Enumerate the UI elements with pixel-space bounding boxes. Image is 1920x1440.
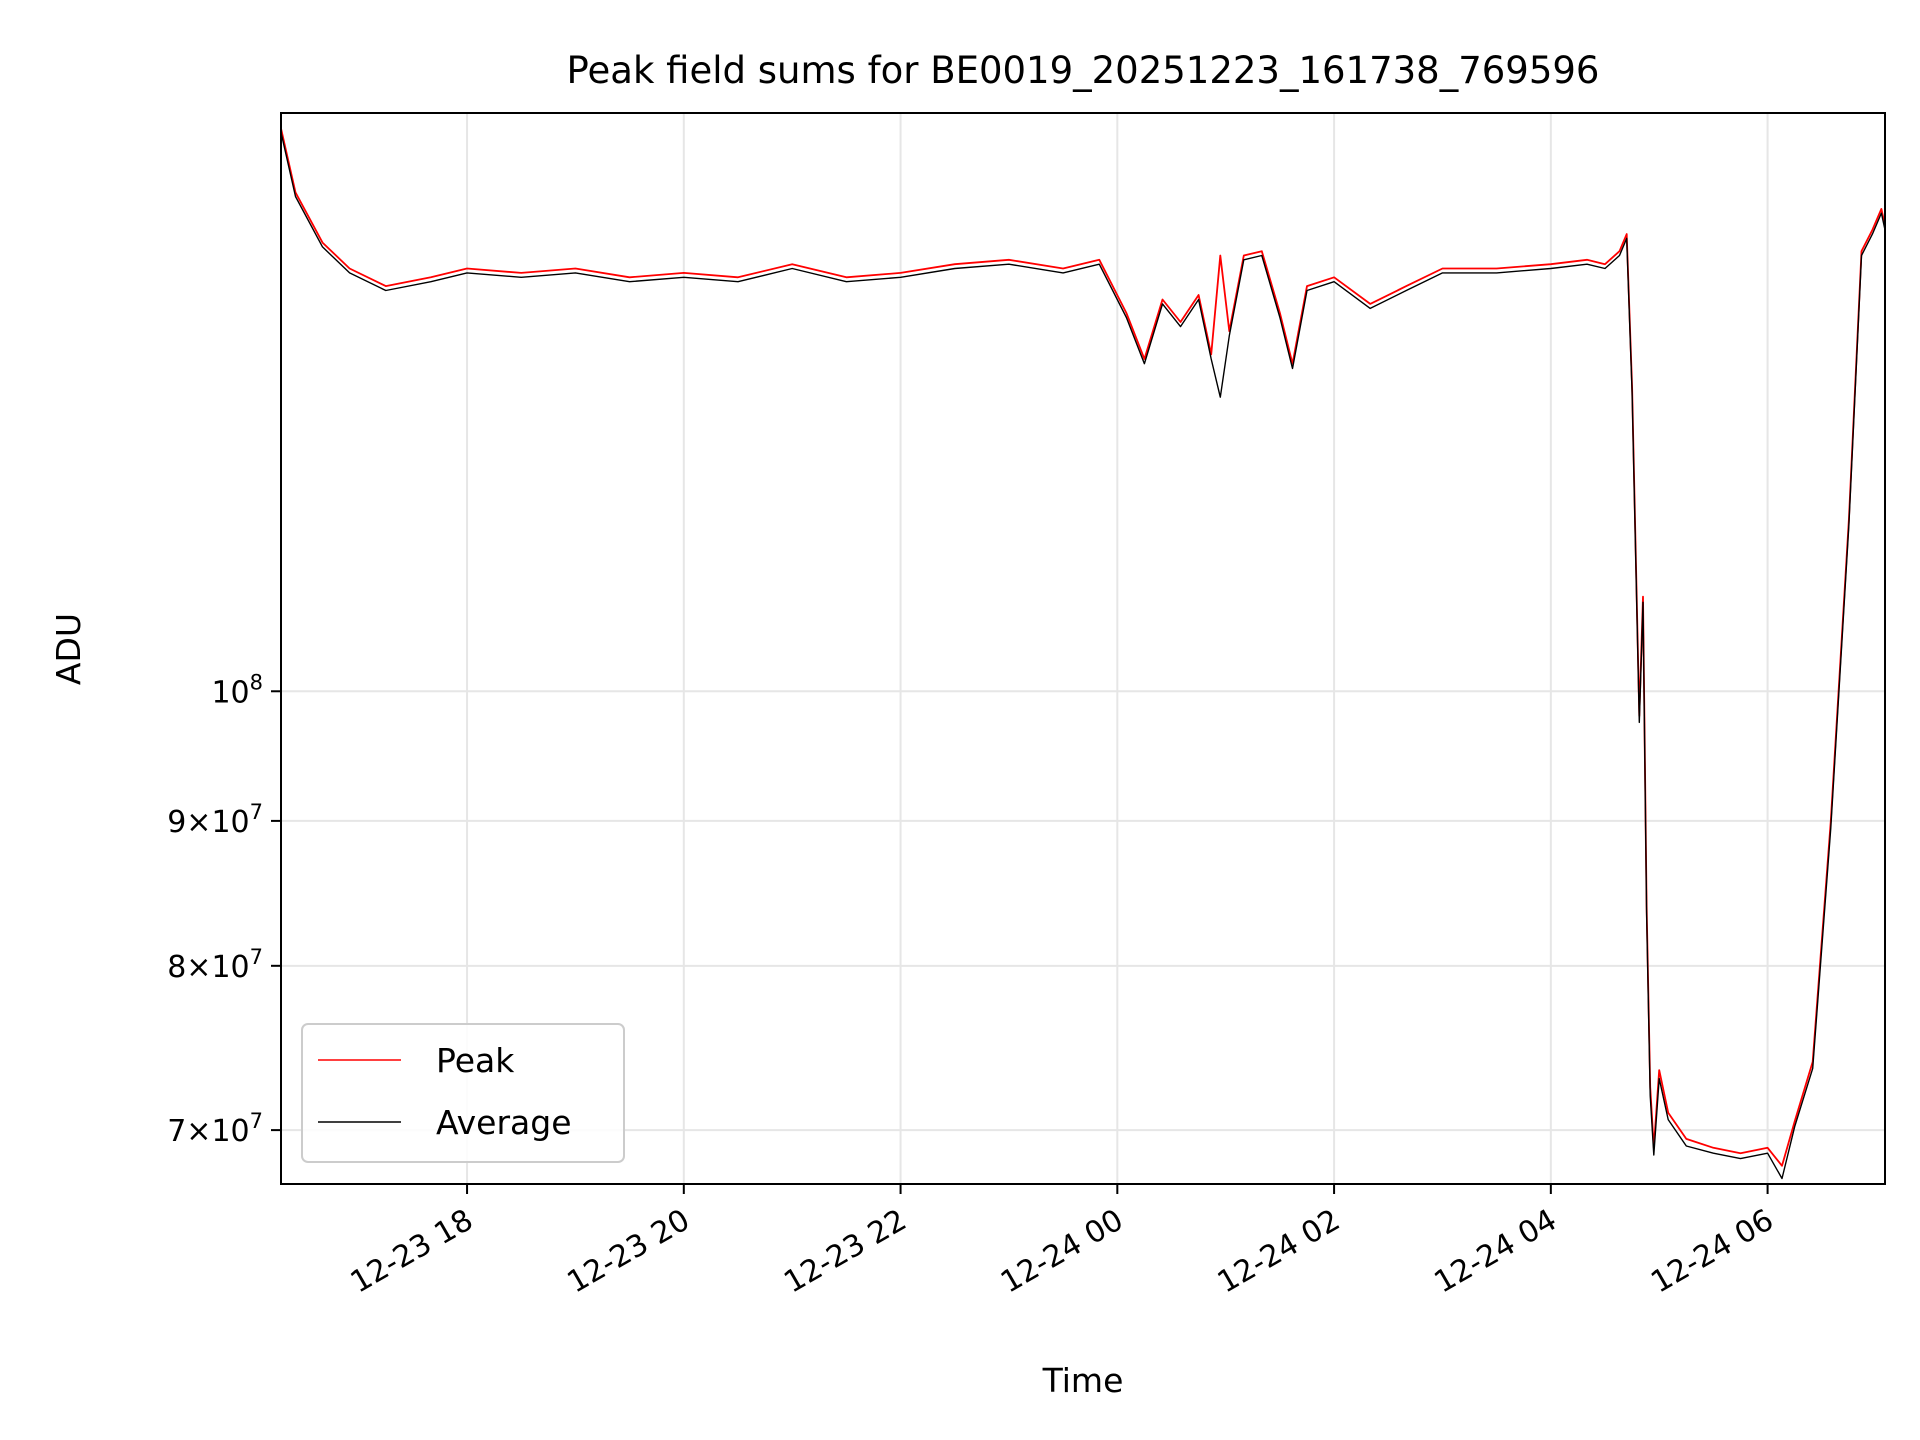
chart-title: Peak field sums for BE0019_20251223_1617…: [567, 49, 1600, 92]
y-axis-label: ADU: [49, 613, 88, 685]
series-line-average: [280, 132, 1886, 1180]
grid: [281, 113, 1885, 1184]
x-tick-label: 12-24 06: [1645, 1203, 1779, 1301]
legend-box: [301, 1023, 625, 1163]
y-tick-label: 9×107: [167, 800, 263, 840]
plot-frame: [280, 112, 1886, 1185]
legend: Peak Average: [301, 1023, 625, 1163]
y-tick-label: 8×107: [167, 945, 263, 985]
series-line-peak: [280, 128, 1886, 1167]
legend-label-average: Average: [436, 1103, 572, 1142]
series-lines: [280, 128, 1886, 1180]
x-tick-label: 12-23 18: [345, 1203, 479, 1301]
legend-label-peak: Peak: [436, 1041, 515, 1080]
x-tick-label: 12-23 20: [561, 1203, 695, 1301]
x-tick-label: 12-23 22: [778, 1203, 912, 1301]
x-tick-label: 12-24 04: [1429, 1203, 1563, 1301]
y-axis-ticks: 7×107 8×107 9×107 108: [167, 670, 281, 1149]
x-tick-label: 12-24 00: [995, 1203, 1129, 1301]
y-tick-label: 108: [211, 670, 263, 710]
x-axis-label: Time: [1042, 1361, 1124, 1400]
x-tick-label: 12-24 02: [1212, 1203, 1346, 1301]
y-tick-label: 7×107: [167, 1109, 263, 1149]
x-axis-ticks: 12-23 18 12-23 20 12-23 22 12-24 00 12-24 02…: [345, 1184, 1780, 1300]
